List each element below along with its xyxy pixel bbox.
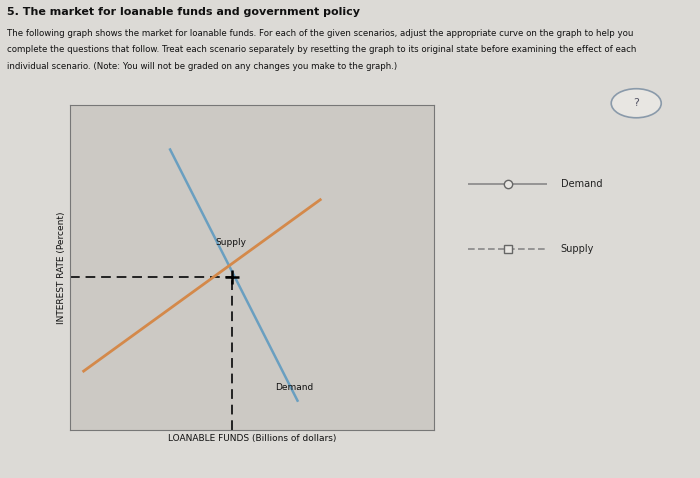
Text: ?: ?: [634, 98, 639, 108]
Y-axis label: INTEREST RATE (Percent): INTEREST RATE (Percent): [57, 211, 66, 324]
Text: Supply: Supply: [561, 244, 594, 253]
Text: Demand: Demand: [561, 179, 602, 188]
X-axis label: LOANABLE FUNDS (Billions of dollars): LOANABLE FUNDS (Billions of dollars): [168, 435, 336, 444]
Text: The following graph shows the market for loanable funds. For each of the given s: The following graph shows the market for…: [7, 29, 634, 38]
Text: Supply: Supply: [216, 238, 246, 247]
Text: complete the questions that follow. Treat each scenario separately by resetting : complete the questions that follow. Trea…: [7, 45, 636, 54]
Text: individual scenario. (Note: You will not be graded on any changes you make to th: individual scenario. (Note: You will not…: [7, 62, 397, 71]
Text: Demand: Demand: [274, 383, 313, 392]
Text: 5. The market for loanable funds and government policy: 5. The market for loanable funds and gov…: [7, 7, 360, 17]
Circle shape: [611, 89, 662, 118]
